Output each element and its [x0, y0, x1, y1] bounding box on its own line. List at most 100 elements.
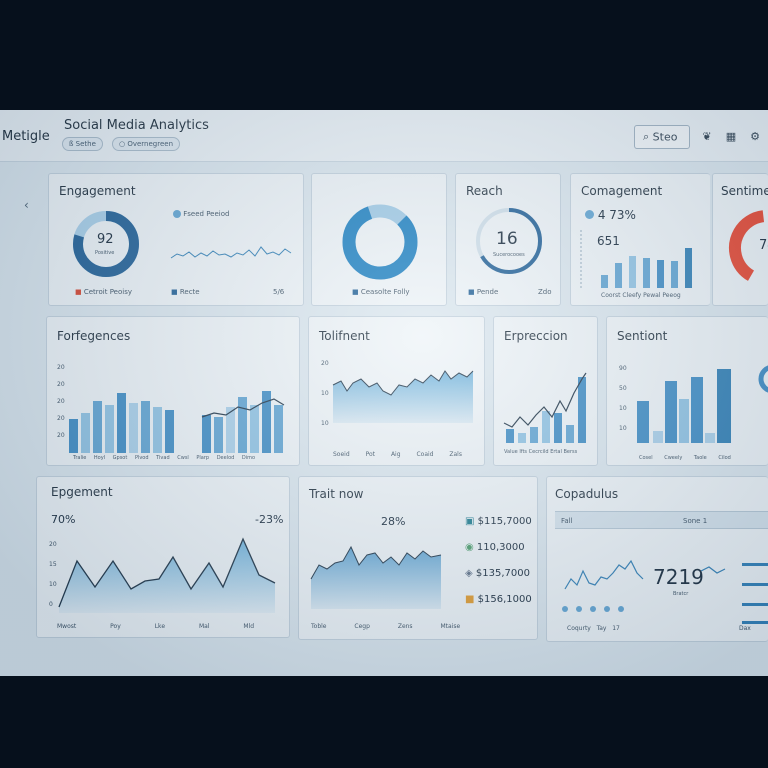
card-title: Comagement [581, 184, 663, 198]
epgement-area-chart [58, 537, 276, 613]
stat-value: $115,7000 [477, 516, 532, 527]
donut-card: ■ Ceasolte Folly [311, 173, 447, 306]
legend-label: Fseed Peeiod [183, 210, 230, 218]
lock-icon: ■ [465, 594, 478, 605]
y-tick: 10 [321, 390, 329, 397]
stat-value: $135,7000 [475, 568, 530, 579]
reach-footer-right: Zdo [538, 288, 552, 296]
stat-value: 110,3000 [476, 542, 525, 553]
comagement-labels: Coorst Cleefy Pewal Peeog [601, 292, 681, 299]
card-title: Trait now [309, 487, 364, 501]
trait-value: 28% [381, 515, 406, 528]
y-tick: 20 [57, 432, 65, 439]
forfegences-card: Forfegences 20 20 20 20 20 [46, 316, 300, 466]
x-label: Coorst [601, 292, 621, 299]
x-labels: Coqurty Tay 17 [567, 625, 620, 632]
chip-icon: ○ [119, 140, 128, 148]
chip-label: Sethe [75, 140, 96, 148]
footer-right: 5/6 [273, 288, 285, 296]
reach-sub: Sucerocooes [493, 252, 525, 258]
y-tick: 10 [49, 581, 57, 588]
x-label: Gpsot [112, 455, 128, 461]
leaf-icon[interactable]: ❦ [702, 130, 712, 143]
sentiont-card: Sentiont 90 50 10 10 Cosel Cweely Taole … [606, 316, 768, 466]
footer-mid-label: Recte [179, 288, 200, 296]
comagement-value1: 4 73% [585, 208, 636, 222]
x-label: Cilod [718, 455, 731, 461]
reach-footer-left-label: Pende [476, 288, 499, 296]
brand-name: Metigle [2, 129, 50, 144]
y-tick: 0 [49, 601, 53, 608]
search-box[interactable]: ⌕ Steo [634, 125, 690, 149]
stat-item: ◈ $135,7000 [465, 561, 532, 587]
center-value: 92 [97, 232, 114, 247]
y-tick: 20 [57, 415, 65, 422]
grid-icon[interactable]: ▦ [725, 130, 737, 143]
column-header: Sone 1 [683, 517, 708, 525]
blue-dot-icon: ■ [468, 288, 477, 296]
y-tick: 50 [619, 385, 627, 392]
comagement-card: Comagement 4 73% 651 Coorst Cleefy Pewal… [570, 173, 710, 306]
x-labels: Cosel Cweely Taole Cilod [639, 455, 731, 461]
sentiment-gauge [729, 210, 768, 286]
side-indicator [742, 563, 768, 566]
stat-item: ▣ $115,7000 [465, 509, 532, 535]
card-title: Epgement [51, 485, 113, 499]
y-ticks: 20 10 10 [321, 349, 329, 439]
blue-dot-icon: ■ [171, 288, 180, 296]
filter-chip-1[interactable]: ß Sethe [62, 137, 103, 151]
sentiment-top-card: Sentiment 74 [712, 173, 768, 306]
donut-chart [342, 204, 418, 280]
red-dot-icon: ■ [75, 288, 84, 296]
collapse-sidebar-icon[interactable]: ‹ [24, 198, 29, 212]
stat-item: ■ $156,1000 [465, 587, 532, 613]
x-label: Cosel [639, 455, 653, 461]
y-ticks: 20 20 20 20 20 [57, 359, 65, 444]
x-label: Mtaise [440, 623, 461, 630]
y-tick: 20 [49, 541, 57, 548]
x-label: Cweely [664, 455, 683, 461]
search-icon: ⌕ [643, 130, 653, 143]
dollar-icon: ▣ [465, 516, 478, 527]
comagement-value2: 651 [597, 234, 620, 248]
footer-left: ■ Cetroit Peoisy [75, 288, 132, 296]
x-label: Peeog [662, 292, 681, 299]
x-label: Pewal [643, 292, 661, 299]
x-label: Deelod [216, 455, 235, 461]
trait-area-chart [310, 545, 442, 609]
stat-item: ◉ 110,3000 [465, 535, 532, 561]
x-label: Plvod [134, 455, 149, 461]
y-tick: 15 [49, 561, 57, 568]
top-bar: Metigle Social Media Analytics ß Sethe ○… [0, 110, 768, 162]
stat-value: $156,1000 [477, 594, 532, 605]
x-label: Zals [449, 451, 462, 458]
trait-card: Trait now 28% Toble Cegp Zens Mtaise ▣ $… [298, 476, 538, 640]
y-tick: 10 [619, 425, 627, 432]
y-tick: 20 [57, 364, 65, 371]
x-labels: Soeid Pot Aig Coaid Zals [333, 451, 462, 458]
sentiont-bar-chart [637, 365, 768, 443]
column-header: Fall [561, 517, 573, 525]
chip-label: Overnegreen [127, 140, 174, 148]
x-label: Tivad [156, 455, 170, 461]
y-tick: 90 [619, 365, 627, 372]
engagement-sparkline [170, 246, 292, 259]
x-labels: Mwost Poy Lke Mal Mld [57, 623, 254, 630]
filter-chip-2[interactable]: ○ Overnegreen [112, 137, 181, 151]
card-title: Sentiont [617, 329, 668, 343]
comagement-bar-chart [580, 230, 692, 288]
x-label: Ertal [550, 449, 562, 455]
x-label: Mld [243, 623, 255, 630]
donut-footer-label: Ceasolte Folly [360, 288, 410, 296]
x-label: Tralie [73, 455, 87, 461]
reach-footer-left: ■ Pende [468, 288, 498, 296]
legend-dot-icon [585, 210, 594, 219]
y-tick: 10 [619, 405, 627, 412]
blue-dot-icon: ■ [352, 288, 361, 296]
erpreccion-card: Erpreccion Value Ifts Cecrcild Ertal Ber… [493, 316, 598, 466]
x-label: Cleefy [622, 292, 642, 299]
settings-icon[interactable]: ⚙ [750, 130, 760, 143]
x-label: Ifts [519, 449, 528, 455]
stats-list: ▣ $115,7000 ◉ 110,3000 ◈ $135,7000 ■ $15… [465, 509, 532, 613]
